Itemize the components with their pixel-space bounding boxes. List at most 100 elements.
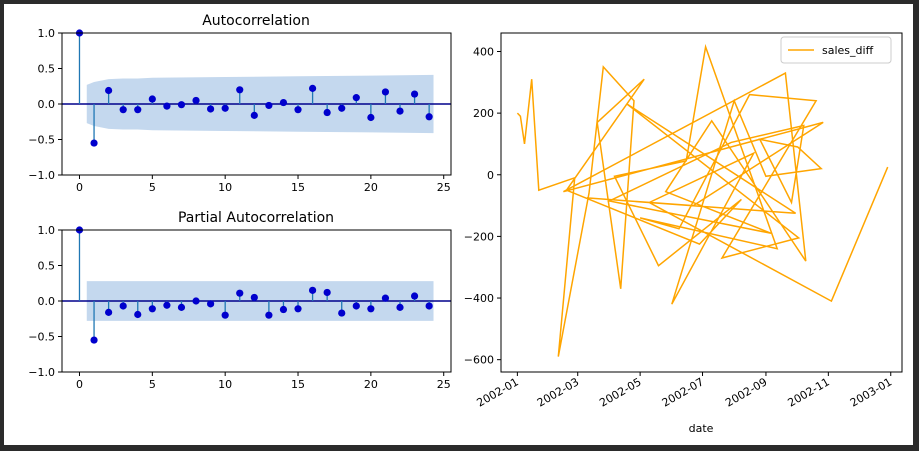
pacf-point — [367, 305, 375, 313]
acf-point — [381, 88, 390, 96]
acf-xtick-label: 10 — [218, 181, 232, 194]
pacf-point — [425, 302, 433, 310]
sales-diff-ytick-label: 200 — [473, 107, 494, 120]
legend-label: sales_diff — [822, 44, 874, 57]
acf-x-axis: 0 5 10 15 20 25 — [76, 175, 451, 194]
pacf-point — [279, 305, 288, 314]
acf-point — [352, 94, 360, 102]
sales-diff-axes-frame — [500, 32, 903, 373]
acf-point — [425, 113, 433, 121]
pacf-point — [207, 300, 215, 308]
sales-diff-xtick-label: 2002-05 — [597, 375, 643, 409]
acf-point — [163, 102, 171, 110]
pacf-point — [308, 286, 317, 294]
acf-xtick-label: 20 — [364, 181, 378, 194]
acf-point — [265, 101, 273, 110]
acf-point — [308, 84, 317, 92]
acf-point — [177, 101, 186, 109]
sales-diff-ytick-label: −200 — [464, 230, 494, 243]
acf-point — [134, 106, 142, 114]
acf-point — [367, 113, 375, 122]
pacf-title: Partial Autocorrelation — [178, 210, 334, 226]
pacf-panel: Partial Autocorrelation −1.0 −0.5 0.0 0.5 1.… — [28, 210, 452, 391]
legend: sales_diff — [780, 36, 892, 64]
acf-xtick-label: 25 — [437, 181, 451, 194]
sales-diff-ytick-label: 0 — [487, 169, 494, 182]
pacf-point — [163, 301, 171, 309]
pacf-point — [352, 302, 360, 310]
pacf-point — [119, 302, 127, 310]
acf-point — [221, 104, 229, 112]
acf-y-axis: −1.0 −0.5 0.0 0.5 1.0 — [28, 27, 62, 182]
pacf-ytick-label: 0.5 — [38, 260, 56, 273]
acf-ytick-label: 1.0 — [38, 27, 56, 40]
pacf-point — [265, 311, 273, 319]
acf-point — [294, 106, 302, 114]
acf-ytick-label: −0.5 — [28, 134, 55, 147]
acf-point — [338, 104, 346, 112]
figure-canvas: Autocorrelation −1.0 −0.5 0.0 0.5 1.0 0 5 10 15… — [28, 13, 903, 435]
acf-title: Autocorrelation — [202, 13, 310, 29]
acf-point — [279, 98, 288, 107]
acf-point — [192, 96, 200, 105]
acf-point — [119, 106, 127, 114]
acf-point — [148, 95, 156, 103]
sales-diff-line — [516, 43, 889, 357]
pacf-point — [396, 303, 404, 311]
pacf-point — [192, 297, 200, 305]
pacf-xtick-label: 5 — [149, 378, 156, 391]
sales-diff-xtick-label: 2002-09 — [723, 375, 769, 409]
pacf-xtick-label: 10 — [218, 378, 232, 391]
sales-diff-ytick-label: −400 — [464, 292, 494, 305]
pacf-ytick-label: 0.0 — [38, 295, 56, 308]
pacf-point — [381, 294, 390, 302]
pacf-point — [410, 292, 419, 300]
pacf-point — [177, 303, 186, 311]
pacf-xtick-label: 20 — [364, 378, 378, 391]
pacf-xtick-label: 0 — [76, 378, 83, 391]
pacf-point — [221, 311, 229, 319]
acf-ytick-label: 0.5 — [38, 63, 56, 76]
sales-diff-xtick-label: 2002-11 — [786, 375, 832, 409]
pacf-point — [134, 310, 142, 319]
acf-xtick-label: 5 — [149, 181, 156, 194]
sales-diff-xtick-label: 2003-01 — [848, 375, 894, 409]
acf-ytick-label: −1.0 — [28, 169, 55, 182]
acf-point — [410, 90, 419, 98]
pacf-x-axis: 0 5 10 15 20 25 — [76, 372, 451, 391]
legend-box — [780, 36, 892, 64]
pacf-point — [250, 293, 258, 302]
pacf-point — [148, 305, 156, 313]
pacf-y-axis: −1.0 −0.5 0.0 0.5 1.0 — [28, 224, 62, 379]
sales-diff-xtick-label: 2002-03 — [535, 375, 581, 409]
sales-diff-x-axis: 2002-01 2002-03 2002-05 2002-07 2002-09 2002-… — [475, 372, 894, 410]
pacf-point — [105, 308, 113, 316]
acf-point — [207, 105, 215, 113]
sales-diff-y-axis: −600 −400 −200 0 200 400 — [464, 45, 501, 367]
acf-point — [236, 86, 244, 94]
sales-diff-ytick-label: 400 — [473, 45, 494, 58]
pacf-point — [338, 309, 346, 317]
acf-xtick-label: 0 — [76, 181, 83, 194]
sales-diff-ytick-label: −600 — [464, 354, 494, 367]
figure: Autocorrelation −1.0 −0.5 0.0 0.5 1.0 0 5 10 15… — [4, 4, 913, 445]
pacf-point — [90, 336, 98, 344]
acf-point — [90, 139, 98, 147]
x-axis-label: date — [689, 422, 714, 435]
pacf-point — [294, 305, 302, 313]
pacf-xtick-label: 15 — [291, 378, 305, 391]
acf-panel: Autocorrelation −1.0 −0.5 0.0 0.5 1.0 0 5 10 15… — [28, 13, 452, 194]
acf-xtick-label: 15 — [291, 181, 305, 194]
sales-diff-xtick-label: 2002-01 — [475, 375, 521, 409]
acf-ytick-label: 0.0 — [38, 98, 56, 111]
acf-point — [250, 111, 258, 119]
pacf-ytick-label: −1.0 — [28, 366, 55, 379]
pacf-ytick-label: 1.0 — [38, 224, 56, 237]
pacf-ytick-label: −0.5 — [28, 331, 55, 344]
sales-diff-xtick-label: 2002-07 — [660, 375, 706, 409]
pacf-xtick-label: 25 — [437, 378, 451, 391]
pacf-point — [236, 289, 244, 297]
pacf-point — [323, 288, 331, 297]
acf-point — [105, 86, 113, 95]
